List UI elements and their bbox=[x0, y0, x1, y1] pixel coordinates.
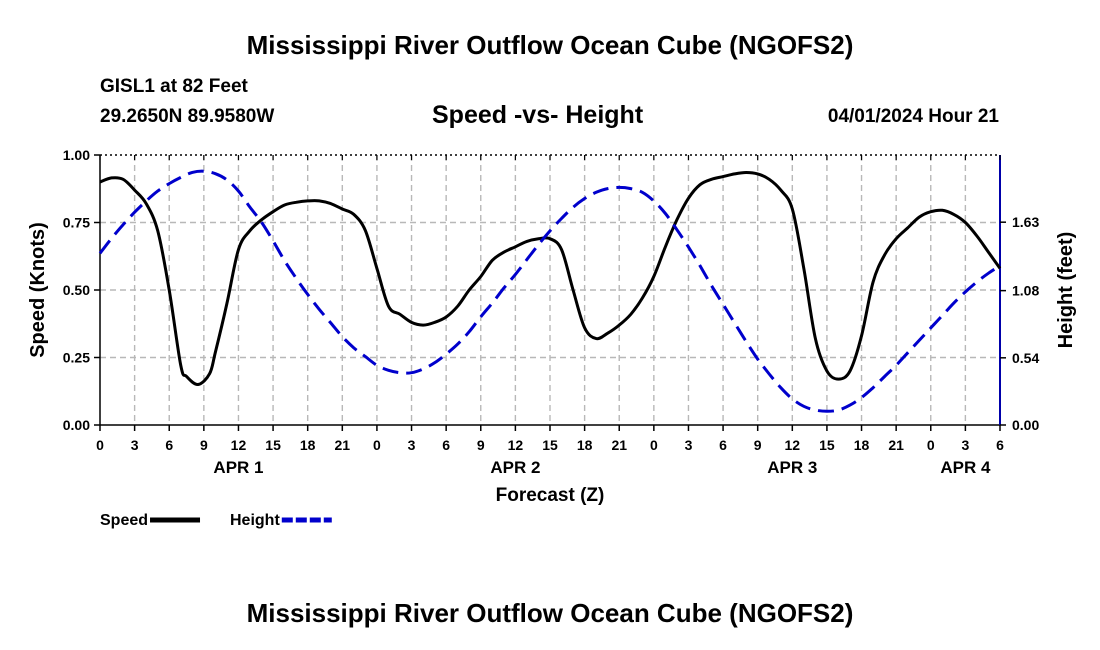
y2-tick-label: 1.08 bbox=[1012, 283, 1039, 299]
day-label: APR 2 bbox=[490, 458, 540, 477]
x-tick-label: 0 bbox=[927, 437, 935, 453]
axes bbox=[94, 154, 1006, 431]
chart-subtitle: Speed -vs- Height bbox=[432, 101, 644, 129]
x-tick-label: 3 bbox=[961, 437, 969, 453]
x-tick-label: 15 bbox=[819, 437, 835, 453]
day-label: APR 4 bbox=[940, 458, 991, 477]
forecast-datetime: 04/01/2024 Hour 21 bbox=[827, 106, 999, 127]
x-tick-label: 3 bbox=[408, 437, 416, 453]
x-tick-label: 15 bbox=[542, 437, 558, 453]
x-tick-label: 3 bbox=[131, 437, 139, 453]
day-label: APR 1 bbox=[213, 458, 263, 477]
legend-label-height: Height bbox=[230, 512, 280, 529]
page-title: Mississippi River Outflow Ocean Cube (NG… bbox=[246, 30, 854, 60]
x-tick-label: 12 bbox=[231, 437, 247, 453]
x-tick-label: 12 bbox=[508, 437, 524, 453]
station-name: GISL1 at 82 Feet bbox=[100, 76, 248, 97]
height-series-line bbox=[98, 169, 1001, 413]
y2-tick-label: 1.63 bbox=[1012, 214, 1039, 230]
y-tick-label: 0.50 bbox=[63, 282, 90, 298]
x-tick-label: 21 bbox=[888, 437, 904, 453]
x-tick-label: 18 bbox=[854, 437, 870, 453]
x-tick-label: 0 bbox=[373, 437, 381, 453]
x-tick-label: 9 bbox=[754, 437, 762, 453]
y-tick-label: 0.25 bbox=[63, 350, 90, 366]
x-tick-label: 0 bbox=[96, 437, 104, 453]
y2-tick-label: 0.00 bbox=[1012, 417, 1039, 433]
x-tick-label: 12 bbox=[785, 437, 801, 453]
y-tick-label: 0.75 bbox=[63, 215, 90, 231]
x-tick-label: 15 bbox=[265, 437, 281, 453]
y2-axis-title: Height (feet) bbox=[1055, 232, 1077, 349]
x-tick-label: 18 bbox=[300, 437, 316, 453]
x-tick-label: 21 bbox=[611, 437, 627, 453]
day-label: APR 3 bbox=[767, 458, 817, 477]
x-tick-label: 9 bbox=[477, 437, 485, 453]
x-tick-label: 6 bbox=[719, 437, 727, 453]
x-tick-label: 9 bbox=[200, 437, 208, 453]
legend-label-speed: Speed bbox=[100, 512, 148, 529]
x-tick-label: 0 bbox=[650, 437, 658, 453]
station-coordinates: 29.2650N 89.9580W bbox=[100, 106, 275, 127]
legend: Speed Height bbox=[100, 512, 332, 529]
tick-labels: 0 3 6 9 12 15 18 21 0 3 6 9 12 15 18 21 0 3 6 9 12 15 18 21 0 3 6A… bbox=[27, 147, 1077, 506]
x-tick-label: 3 bbox=[685, 437, 693, 453]
y-tick-label: 0.00 bbox=[63, 417, 90, 433]
y-tick-label: 1.00 bbox=[63, 147, 90, 163]
x-tick-label: 6 bbox=[442, 437, 450, 453]
x-tick-label: 21 bbox=[335, 437, 351, 453]
x-tick-label: 18 bbox=[577, 437, 593, 453]
y-axis-title: Speed (Knots) bbox=[27, 222, 49, 358]
page-title-repeat: Mississippi River Outflow Ocean Cube (NG… bbox=[246, 598, 854, 628]
y2-tick-label: 0.54 bbox=[1012, 350, 1039, 366]
grid bbox=[100, 155, 1000, 425]
series bbox=[98, 169, 1002, 413]
x-tick-label: 6 bbox=[996, 437, 1004, 453]
x-tick-label: 6 bbox=[165, 437, 173, 453]
x-axis-title: Forecast (Z) bbox=[496, 485, 605, 506]
